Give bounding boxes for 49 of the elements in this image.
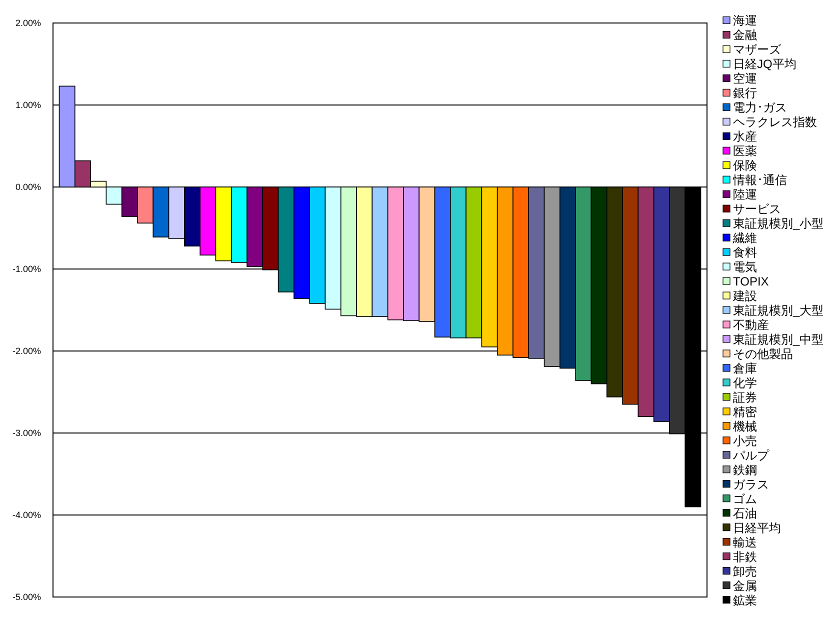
- legend-label: サービス: [733, 202, 781, 216]
- legend-label: 倉庫: [733, 361, 757, 376]
- y-tick-label: 1.00%: [15, 100, 41, 110]
- legend-label: 水産: [733, 130, 757, 144]
- legend-label: 金融: [733, 28, 757, 42]
- legend-label: 化学: [733, 376, 757, 390]
- legend-label: 東証規模別_中型: [733, 332, 824, 346]
- legend-label: ガラス: [733, 477, 769, 492]
- legend-label: 輸送: [733, 535, 757, 550]
- legend-label: 東証規模別_大型: [733, 304, 824, 318]
- legend-label: 鉄鋼: [733, 462, 757, 477]
- y-tick-label: 2.00%: [15, 18, 41, 28]
- legend-label: 食料: [733, 246, 757, 260]
- legend-label: パルプ: [732, 448, 770, 462]
- legend-label: 日経平均: [733, 520, 781, 535]
- legend-label: ゴム: [733, 492, 757, 506]
- legend-label: 保険: [733, 158, 757, 173]
- legend-label: 卸売: [733, 564, 757, 578]
- legend-label: 石油: [733, 506, 757, 520]
- legend-label: 非鉄: [733, 550, 757, 564]
- legend-label: マザーズ: [733, 42, 782, 57]
- legend-label: 陸運: [733, 188, 757, 202]
- legend-label: 精密: [733, 404, 757, 419]
- legend-label: 銀行: [733, 86, 757, 100]
- y-tick-label: -2.00%: [12, 346, 41, 356]
- legend-label: 海運: [733, 14, 757, 28]
- legend-label: 情報･通信: [732, 173, 787, 188]
- legend-label: 電力･ガス: [733, 100, 787, 115]
- y-tick-label: -3.00%: [12, 428, 41, 438]
- legend-label: 証券: [733, 390, 757, 404]
- y-tick-label: 0.00%: [15, 182, 41, 192]
- legend-label: 医薬: [733, 144, 757, 158]
- legend-label: TOPIX: [733, 274, 769, 289]
- legend-label: その他製品: [733, 346, 793, 361]
- legend-label: 電気: [733, 260, 757, 274]
- legend-label: 東証規模別_小型: [733, 216, 824, 231]
- legend-label: 小売: [733, 434, 757, 448]
- legend-label: ヘラクレス指数: [733, 115, 817, 130]
- legend-label: 日経JQ平均: [733, 57, 796, 72]
- legend-label: 金属: [733, 578, 757, 593]
- legend-label: 不動産: [733, 318, 769, 332]
- legend-label: 鉱業: [733, 593, 757, 608]
- legend-label: 繊維: [732, 231, 757, 246]
- legend-label: 空運: [733, 72, 757, 86]
- legend-label: 建設: [732, 289, 757, 304]
- y-tick-label: -1.00%: [12, 264, 41, 274]
- y-tick-label: -4.00%: [12, 510, 41, 520]
- legend-label: 機械: [733, 419, 757, 434]
- y-tick-label: -5.00%: [12, 592, 41, 602]
